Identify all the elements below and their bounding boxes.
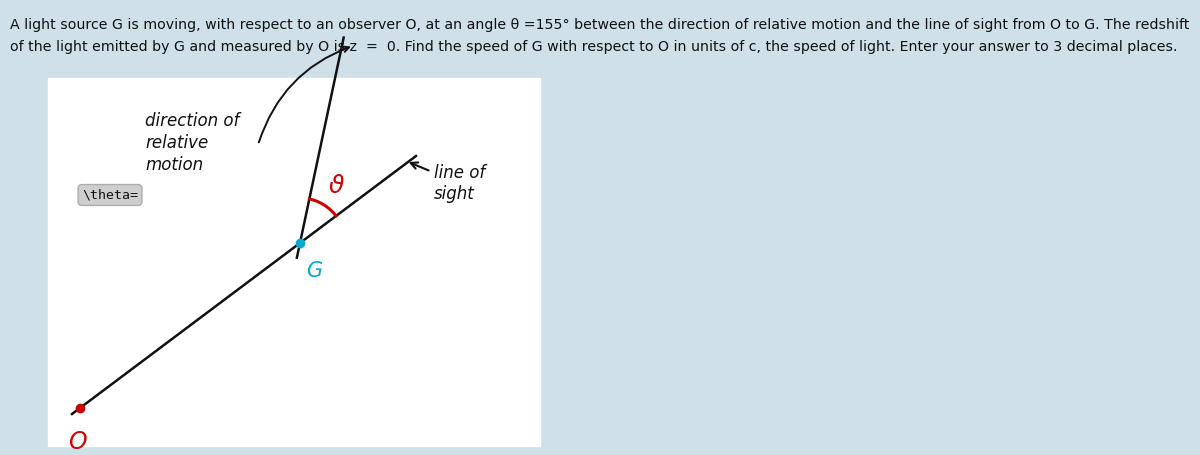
Text: A light source G is moving, with respect to an observer O, at an angle θ =155° b: A light source G is moving, with respect… [10, 18, 1189, 32]
Text: of the light emitted by G and measured by O is z  =  0. Find the speed of G with: of the light emitted by G and measured b… [10, 40, 1177, 54]
Text: G: G [306, 261, 322, 281]
Text: direction of
relative
motion: direction of relative motion [145, 112, 239, 174]
Text: ϑ: ϑ [329, 174, 344, 197]
Text: line of
sight: line of sight [410, 162, 485, 203]
Text: \theta=: \theta= [82, 188, 138, 202]
Bar [48, 78, 540, 446]
Text: O: O [67, 430, 86, 454]
